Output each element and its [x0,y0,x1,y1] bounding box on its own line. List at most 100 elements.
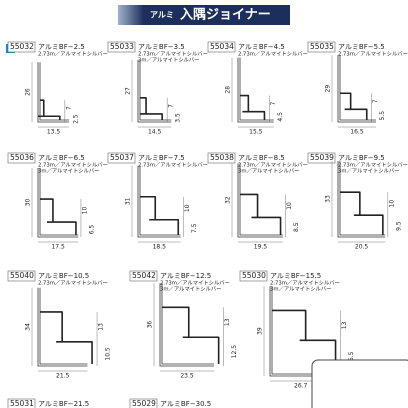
dim-depth: 5.5 [379,111,386,121]
title-banner [118,5,290,25]
product-name: アルミBF−30.5 [160,400,211,408]
product-code: 55032 [10,42,34,51]
product-name: アルミBF−3.5 [138,43,185,51]
dim-depth: 8.5 [293,222,300,232]
dim-height: 28 [225,86,232,94]
dim-height: 39 [257,327,264,335]
product-name: アルミBF−2.5 [38,43,85,51]
dim-height: 36 [147,321,154,329]
dim-depth: 3.5 [175,113,182,123]
wall [237,163,283,238]
product-code: 55036 [10,153,34,162]
spec: 2.73m／アルマイトシルバー [270,280,340,287]
dim-lines [131,59,172,128]
product-name: アルミBF−8.5 [238,154,285,162]
spec: 2.73m／アルマイトシルバー [38,51,108,58]
wall [337,55,376,123]
dim-width: 20.5 [355,244,369,251]
dim-width: 19.5 [254,244,268,251]
joiner [272,309,337,374]
code-box [207,152,236,164]
dim-flange: 10 [286,202,293,210]
dim-width: 26.7 [294,383,308,390]
wall [37,62,70,123]
dim-depth: 15.5 [348,351,355,365]
product-code: 55035 [310,42,334,51]
dim-flange: 10 [184,204,191,212]
dim-height: 27 [125,87,132,95]
dim-width: 18.5 [153,244,167,251]
dim-lines [31,168,82,243]
dim-height: 29 [325,85,332,93]
dim-lines [153,283,224,372]
dim-flange: 13 [224,318,231,326]
spec: 2.73m／アルマイトシルバー [338,162,408,169]
joiner [140,97,163,120]
spec: 2.73m／アルマイトシルバー [238,162,308,169]
dim-flange: 13 [341,321,348,329]
code-box [107,152,136,164]
dim-lines [31,287,98,372]
spec: 2.73m／アルマイトシルバー [338,51,408,58]
product-code: 55039 [310,153,334,162]
joiner [40,198,77,235]
dim-depth: 2.5 [72,114,79,124]
dim-height: 34 [25,323,32,331]
dim-depth: 4.5 [277,112,284,122]
product-code: 55034 [210,42,234,51]
wall [337,161,386,238]
spec: 3m／アルマイトシルバー [338,168,399,175]
product-code: 55031 [10,399,34,408]
code-box [7,398,36,408]
code-box [129,398,158,408]
product-code: 55038 [210,153,234,162]
dim-height: 32 [225,196,232,204]
dim-lines [231,57,274,128]
product-name: アルミBF−10.5 [38,272,89,280]
product-code: 55037 [110,153,134,162]
dim-lines [131,165,184,243]
title-prefix: アルミ [150,11,174,20]
spec: 2.73m／アルマイトシルバー [138,51,208,58]
spec: 2.73m／アルマイトシルバー [238,51,308,58]
dim-flange: 7 [168,104,175,108]
title: 入隅ジョイナー [180,8,271,23]
dim-flange: 10 [81,207,88,215]
joiner [340,92,368,120]
spec: 2.73m／アルマイトシルバー [138,162,208,169]
product-name: アルミBF−15.5 [270,272,321,280]
wall [137,59,172,123]
code-box [7,152,36,164]
spec: 3m／アルマイトシルバー [270,286,331,293]
product-code: 55030 [242,271,266,280]
dim-width: 21.5 [56,373,70,380]
product-name: アルミBF−5.5 [338,43,385,51]
code-box [239,270,268,282]
joiner [140,195,180,235]
product-code: 55042 [132,271,156,280]
dim-width: 14.5 [148,129,162,136]
code-box [307,152,336,164]
code-box [207,41,236,53]
dim-height: 26 [25,88,32,96]
wall [237,57,274,123]
wall [159,283,215,367]
product-name: アルミBF−6.5 [38,154,85,162]
wall [37,168,79,238]
code-box [307,41,336,53]
dim-height: 30 [25,199,32,207]
product-code: 55029 [132,399,156,408]
joiner [162,306,220,364]
wall [37,287,88,367]
dim-width: 23.5 [180,373,194,380]
dim-width: 17.5 [51,244,65,251]
product-name: アルミBF−9.5 [338,154,385,162]
dim-width: 16.5 [350,129,364,136]
code-box [129,270,158,282]
dim-flange: 10 [388,200,395,208]
joiner [40,311,93,364]
joiner [240,193,282,235]
product-name: アルミBF−7.5 [138,154,185,162]
spec: 3m／アルマイトシルバー [138,57,199,64]
spec: 3m／アルマイトシルバー [238,168,299,175]
